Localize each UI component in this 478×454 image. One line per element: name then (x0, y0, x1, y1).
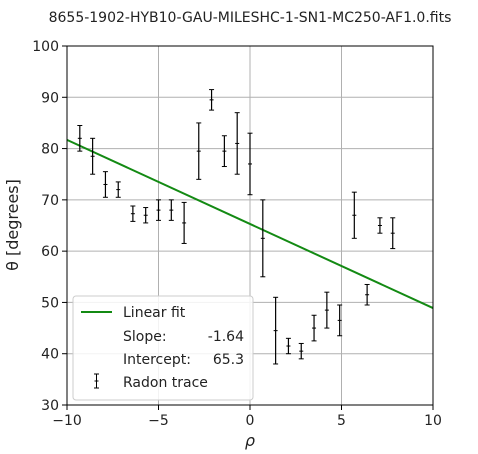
radon-trace-point (196, 122, 202, 180)
radon-trace-point (247, 132, 253, 196)
x-tick-label: −10 (52, 413, 82, 429)
linear-fit-line (66, 138, 434, 309)
legend-slope-value: -1.64 (208, 329, 244, 345)
radon-trace-point (351, 191, 357, 239)
radon-trace-point (390, 217, 396, 250)
radon-trace-points (77, 89, 396, 365)
radon-trace-point (90, 137, 96, 175)
radon-trace-point (77, 124, 83, 152)
y-tick-label: 100 (32, 39, 59, 55)
radon-trace-point (115, 181, 121, 198)
radon-trace-point (234, 112, 240, 175)
x-tick-label: 5 (337, 413, 346, 429)
y-tick-label: 60 (41, 244, 59, 260)
y-tick-label: 40 (41, 347, 59, 363)
radon-trace-point (324, 291, 330, 329)
x-axis-ticks: −10 −5 0 5 10 (52, 405, 442, 429)
radon-trace-point (143, 207, 149, 224)
radon-trace-point (156, 199, 161, 221)
radon-trace-point (209, 89, 215, 111)
x-tick-label: 10 (424, 413, 442, 429)
y-tick-label: 70 (41, 193, 59, 209)
radon-trace-point (168, 199, 174, 221)
y-tick-label: 90 (41, 90, 59, 106)
radon-trace-point (221, 135, 227, 168)
y-tick-label: 30 (41, 398, 59, 414)
legend-intercept-value: 65.3 (213, 352, 244, 368)
radon-trace-point (377, 217, 383, 234)
radon-trace-point (364, 283, 370, 306)
legend-trace-label: Radon trace (123, 375, 208, 391)
legend-slope-label: Slope: (123, 329, 167, 345)
legend-fit-label: Linear fit (123, 305, 186, 321)
x-tick-label: 0 (246, 413, 255, 429)
y-tick-label: 80 (41, 142, 59, 158)
legend: Linear fit Slope: -1.64 Intercept: 65.3 … (72, 295, 254, 401)
radon-trace-point (298, 342, 304, 360)
legend-box (72, 295, 254, 401)
radon-trace-point (311, 314, 317, 342)
y-axis-label: θ [degrees] (3, 179, 22, 271)
x-axis-label: ρ (245, 431, 255, 450)
radon-trace-point (285, 337, 291, 355)
legend-intercept-label: Intercept: (123, 352, 191, 368)
chart-title: 8655-1902-HYB10-GAU-MILESHC-1-SN1-MC250-… (49, 10, 452, 26)
y-axis-ticks: 30 40 50 60 70 80 90 100 (32, 39, 67, 414)
x-tick-label: −5 (148, 413, 169, 429)
radon-trace-point (130, 205, 136, 222)
y-tick-label: 50 (41, 295, 59, 311)
legend-trace-swatch (94, 373, 99, 389)
radon-trace-point (181, 201, 187, 244)
fit-line-layer (66, 138, 434, 309)
radon-trace-point (273, 296, 279, 365)
radon-trace-point (337, 304, 343, 337)
radon-trace-point (102, 171, 108, 198)
radon-trace-point (260, 199, 266, 278)
